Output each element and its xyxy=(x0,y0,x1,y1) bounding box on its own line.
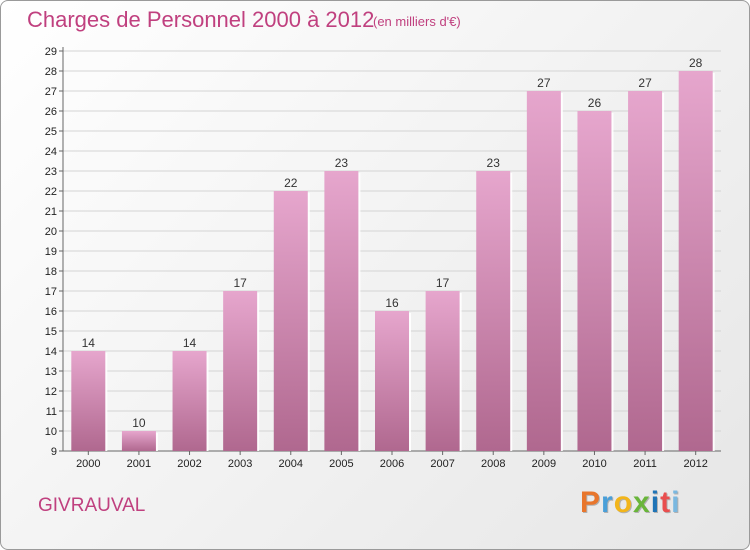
bar xyxy=(678,71,713,451)
data-label: 16 xyxy=(385,296,399,310)
logo-letter: i xyxy=(650,486,661,519)
bar xyxy=(324,171,359,451)
y-tick-label: 11 xyxy=(46,406,57,418)
y-tick-label: 12 xyxy=(45,386,57,398)
x-tick-label: 2001 xyxy=(127,458,151,470)
x-tick-label: 2011 xyxy=(633,458,657,470)
commune-name: GIVRAUVAL xyxy=(38,495,146,516)
data-label: 23 xyxy=(487,156,501,170)
data-label: 23 xyxy=(335,156,349,170)
bar xyxy=(172,351,207,451)
chart-subtitle: (en milliers d'€) xyxy=(373,14,461,29)
y-tick-label: 24 xyxy=(45,146,57,158)
data-label: 14 xyxy=(82,336,96,350)
y-tick-label: 23 xyxy=(45,166,57,178)
x-tick-label: 2000 xyxy=(76,458,100,470)
data-label: 17 xyxy=(233,276,247,290)
bar xyxy=(628,91,663,451)
y-tick-label: 18 xyxy=(45,266,57,278)
bar xyxy=(223,291,258,451)
x-tick-label: 2012 xyxy=(683,458,707,470)
y-tick-label: 16 xyxy=(45,306,57,318)
x-tick-label: 2005 xyxy=(329,458,353,470)
y-tick-label: 17 xyxy=(45,286,57,298)
x-tick-label: 2009 xyxy=(532,458,556,470)
logo-letter: r xyxy=(601,486,614,519)
bar xyxy=(71,351,106,451)
bar xyxy=(476,171,511,451)
y-tick-label: 13 xyxy=(45,366,57,378)
x-tick-label: 2008 xyxy=(481,458,505,470)
tick-labels: 9 10 11 12 13 14 15 16 17 18 19 20 21 22 23 24 25 26 27 28 2… xyxy=(45,46,708,470)
y-tick-label: 22 xyxy=(45,186,57,198)
y-tick-label: 25 xyxy=(45,126,57,138)
y-tick-label: 9 xyxy=(51,446,57,458)
logo-letter: P xyxy=(580,486,602,519)
bar xyxy=(526,91,561,451)
y-tick-label: 27 xyxy=(45,86,57,98)
data-label: 27 xyxy=(537,76,551,90)
data-label: 14 xyxy=(183,336,197,350)
y-tick-label: 20 xyxy=(45,226,57,238)
logo-letter: t xyxy=(660,486,672,519)
data-label: 28 xyxy=(689,56,703,70)
y-tick-label: 15 xyxy=(45,326,57,338)
logo-letter: i xyxy=(671,486,681,519)
bar xyxy=(425,291,460,451)
data-label: 27 xyxy=(638,76,652,90)
chart-title: Charges de Personnel 2000 à 2012 xyxy=(27,7,375,32)
x-tick-label: 2002 xyxy=(177,458,201,470)
value-labels: 14 10 14 17 22 23 16 17 23 27 26 27 28 xyxy=(82,56,703,430)
bar xyxy=(375,311,409,451)
x-tick-label: 2010 xyxy=(582,458,606,470)
bars xyxy=(71,71,715,451)
bar xyxy=(273,191,308,451)
y-tick-label: 29 xyxy=(45,46,57,58)
logo-letter: o xyxy=(613,486,634,519)
data-label: 26 xyxy=(588,96,602,110)
logo-letter: x xyxy=(633,486,651,519)
x-tick-label: 2007 xyxy=(430,458,454,470)
data-label: 10 xyxy=(132,416,146,430)
y-tick-label: 21 xyxy=(45,206,57,218)
x-tick-label: 2006 xyxy=(380,458,404,470)
proxiti-logo: Proxiti xyxy=(580,486,680,520)
bar xyxy=(121,431,156,451)
bar xyxy=(577,111,612,451)
x-tick-label: 2003 xyxy=(228,458,252,470)
y-tick-label: 19 xyxy=(45,246,57,258)
y-tick-label: 10 xyxy=(45,426,57,438)
y-tick-label: 14 xyxy=(45,346,57,358)
y-tick-label: 26 xyxy=(45,106,57,118)
x-tick-label: 2004 xyxy=(279,458,303,470)
data-label: 22 xyxy=(284,176,298,190)
data-label: 17 xyxy=(436,276,450,290)
y-tick-label: 28 xyxy=(45,66,57,78)
